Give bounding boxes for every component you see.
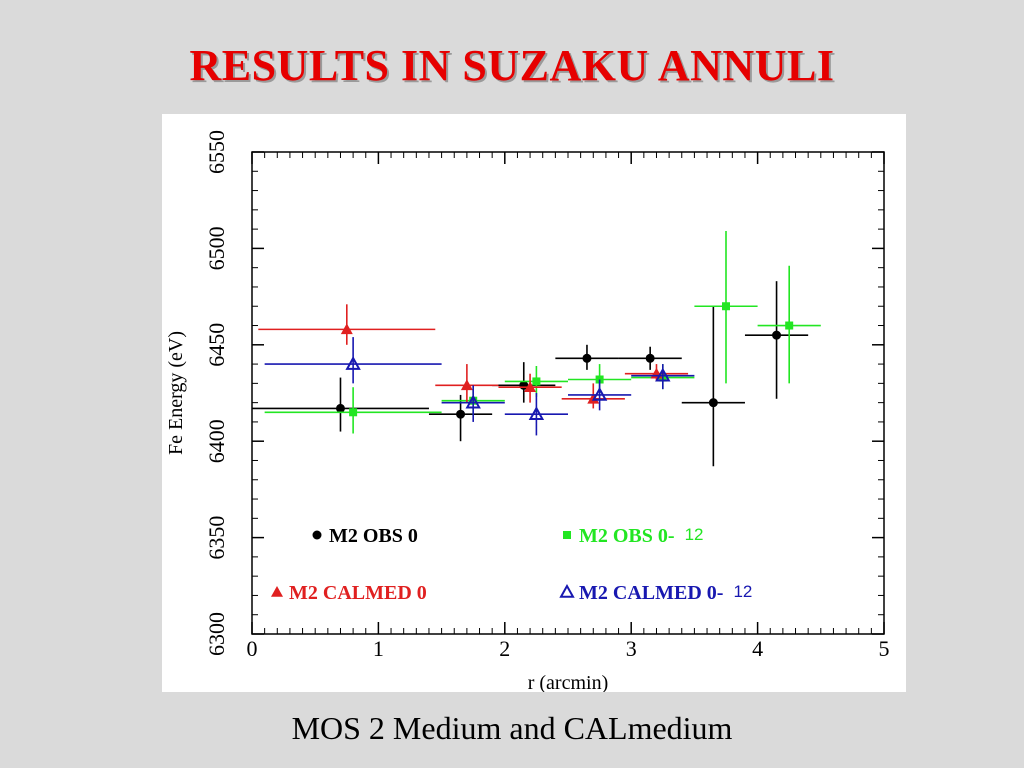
plot-panel: 0 1 2 3 4 5 6300 6350 6400 6450 6500 6550 r (arcmin)… bbox=[162, 114, 906, 692]
point-marker bbox=[772, 330, 782, 340]
data-point bbox=[618, 346, 682, 370]
x-tick-label: 4 bbox=[752, 636, 763, 661]
legend-label: M2 OBS 0- bbox=[579, 525, 675, 547]
point-marker bbox=[722, 302, 730, 311]
data-point bbox=[568, 379, 632, 411]
y-tick-label: 6550 bbox=[204, 130, 229, 174]
point-marker bbox=[655, 367, 671, 382]
legend-label: M2 CALMED 0- bbox=[579, 582, 723, 604]
slide-caption: MOS 2 Medium and CALmedium bbox=[291, 710, 733, 746]
point-marker bbox=[528, 406, 545, 421]
legend-entry-2: M2 CALMED 0 bbox=[271, 582, 427, 604]
slide-title: RESULTS IN SUZAKU ANNULI bbox=[189, 41, 835, 90]
point-marker bbox=[591, 386, 608, 401]
x-tick-label: 0 bbox=[247, 636, 258, 661]
x-tick-label: 2 bbox=[499, 636, 510, 661]
x-tick-label: 5 bbox=[879, 636, 890, 661]
data-point bbox=[504, 393, 568, 436]
data-point bbox=[744, 281, 809, 399]
data-point bbox=[252, 377, 429, 432]
legend-entry-1: M2 OBS 0- 12 bbox=[563, 525, 703, 547]
point-marker bbox=[524, 381, 537, 393]
y-tick-label: 6400 bbox=[204, 419, 229, 463]
y-tick-label: 6500 bbox=[204, 226, 229, 270]
legend-marker bbox=[559, 583, 575, 598]
data-point bbox=[757, 265, 821, 384]
x-axis-label: r (arcmin) bbox=[528, 672, 609, 692]
point-marker bbox=[645, 353, 655, 363]
data-point bbox=[435, 364, 499, 403]
data-point bbox=[681, 306, 745, 467]
point-marker bbox=[708, 398, 718, 408]
legend-marker bbox=[271, 586, 283, 597]
y-tick-label: 6350 bbox=[204, 516, 229, 560]
y-axis-label: Fe Energy (eV) bbox=[165, 331, 187, 455]
point-marker bbox=[335, 403, 345, 413]
legend-marker bbox=[563, 531, 571, 539]
data-point bbox=[561, 383, 625, 409]
point-marker bbox=[785, 321, 794, 330]
data-point bbox=[492, 362, 556, 403]
x-tick-label: 3 bbox=[626, 636, 637, 661]
legend-label: M2 OBS 0 bbox=[329, 525, 418, 547]
legend-label: M2 CALMED 0 bbox=[289, 582, 427, 604]
data-point bbox=[631, 364, 695, 390]
point-marker bbox=[587, 392, 600, 404]
legend-entry-3: M2 CALMED 0- 12 bbox=[559, 582, 752, 604]
plot-axes-box bbox=[251, 151, 885, 635]
y-tick-label: 6450 bbox=[204, 323, 229, 367]
data-point bbox=[694, 231, 758, 384]
data-point bbox=[258, 304, 436, 345]
point-marker bbox=[456, 409, 466, 419]
x-tick-label: 1 bbox=[373, 636, 384, 661]
point-marker bbox=[582, 353, 592, 363]
legend-entry-0: M2 OBS 0 bbox=[312, 525, 418, 547]
point-marker bbox=[532, 377, 541, 386]
data-point bbox=[555, 344, 619, 370]
legend: M2 OBS 0 M2 OBS 0- 12 M2 CALMED 0 M2 CALMED … bbox=[271, 525, 752, 604]
point-marker bbox=[460, 379, 473, 391]
data-point bbox=[498, 373, 562, 403]
data-point bbox=[624, 364, 689, 382]
point-marker bbox=[349, 408, 358, 417]
data-point bbox=[504, 366, 568, 397]
series-3 bbox=[264, 337, 695, 436]
point-marker bbox=[465, 394, 481, 409]
data-point bbox=[264, 337, 442, 384]
data-point bbox=[441, 385, 505, 422]
plot-data bbox=[252, 231, 821, 467]
point-marker bbox=[340, 323, 353, 335]
legend-label-suffix: 12 bbox=[733, 582, 752, 601]
legend-marker bbox=[312, 530, 322, 540]
series-0 bbox=[252, 281, 809, 467]
y-tick-label: 6300 bbox=[204, 612, 229, 656]
legend-label-suffix: 12 bbox=[685, 525, 704, 544]
point-marker bbox=[345, 356, 361, 370]
data-point bbox=[264, 387, 442, 434]
